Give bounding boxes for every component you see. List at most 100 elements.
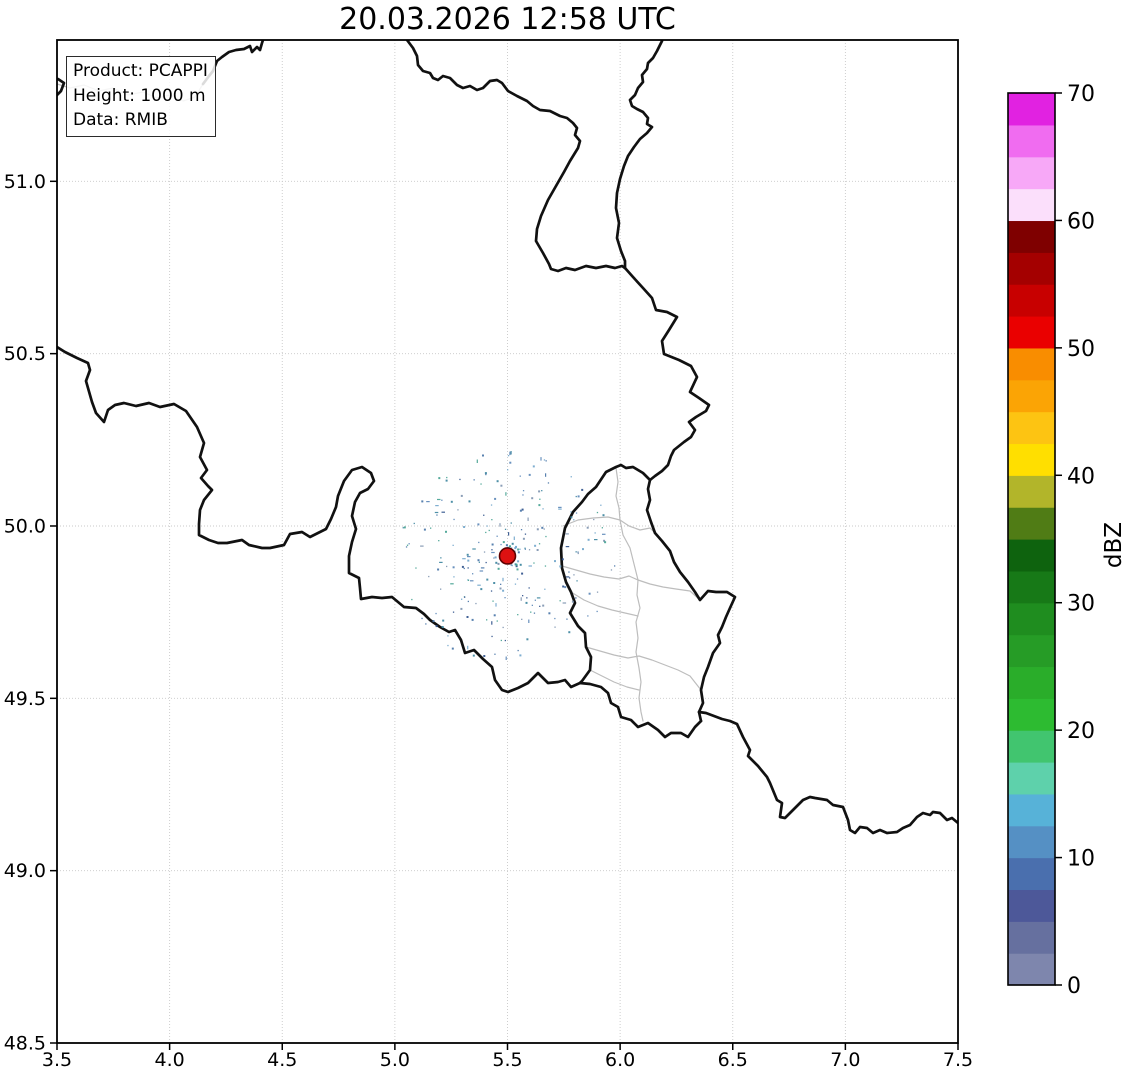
clutter-speckle xyxy=(450,500,453,503)
clutter-speckle xyxy=(539,498,541,500)
clutter-speckle xyxy=(491,519,493,521)
clutter-speckle xyxy=(504,597,506,599)
clutter-speckle xyxy=(519,509,522,512)
clutter-speckle xyxy=(493,557,495,559)
clutter-speckle xyxy=(504,528,507,530)
clutter-speckle xyxy=(492,600,494,602)
clutter-speckle xyxy=(516,578,519,580)
clutter-speckle xyxy=(445,530,447,533)
clutter-speckle xyxy=(509,545,511,548)
clutter-speckle xyxy=(437,498,441,501)
colorbar-outline xyxy=(1007,92,1056,986)
country-border-lines xyxy=(57,40,958,835)
clutter-speckle xyxy=(530,611,532,613)
clutter-speckle xyxy=(466,553,469,556)
region-line-lux-canton-3 xyxy=(561,565,639,581)
colorbar-tick-label: 10 xyxy=(1067,847,1095,872)
clutter-speckle xyxy=(519,475,521,477)
clutter-speckle xyxy=(502,626,504,629)
clutter-speckle xyxy=(435,625,438,628)
clutter-speckle xyxy=(470,580,474,582)
colorbar-segment xyxy=(1008,666,1055,699)
colorbar-segment xyxy=(1008,124,1055,158)
clutter-speckle xyxy=(480,483,482,485)
clutter-speckle xyxy=(494,497,497,500)
clutter-speckle xyxy=(452,544,454,546)
clutter-speckle xyxy=(440,588,442,590)
clutter-speckle xyxy=(437,568,440,571)
clutter-speckle xyxy=(519,548,521,550)
clutter-speckle xyxy=(570,511,572,513)
clutter-speckle xyxy=(542,508,544,510)
clutter-speckle xyxy=(513,536,515,540)
colorbar-segment xyxy=(1008,953,1055,986)
clutter-speckle xyxy=(483,514,485,516)
clutter-speckle xyxy=(561,558,564,561)
country-border-france-belgium xyxy=(57,345,582,694)
clutter-speckle xyxy=(575,551,577,553)
clutter-speckle xyxy=(528,473,531,476)
clutter-speckle xyxy=(420,545,424,547)
clutter-speckle xyxy=(573,574,575,576)
clutter-speckle xyxy=(533,612,536,614)
clutter-speckle xyxy=(517,551,520,554)
clutter-speckle xyxy=(502,589,505,592)
clutter-speckle xyxy=(496,480,499,483)
clutter-speckle xyxy=(468,500,471,503)
clutter-speckle xyxy=(462,558,466,560)
clutter-speckle xyxy=(439,561,443,563)
clutter-speckle xyxy=(463,526,466,528)
clutter-speckle xyxy=(521,572,524,575)
colorbar-tick-label: 20 xyxy=(1067,719,1095,744)
clutter-speckle xyxy=(554,560,556,563)
clutter-speckle xyxy=(527,517,529,521)
clutter-speckle xyxy=(494,556,497,559)
region-line-lux-canton-6 xyxy=(570,591,639,617)
colorbar-segment xyxy=(1008,857,1055,891)
clutter-speckle xyxy=(545,460,547,462)
x-tick-label: 6.5 xyxy=(718,1049,748,1071)
clutter-speckle xyxy=(544,588,546,590)
clutter-speckle xyxy=(524,548,526,550)
clutter-speckle xyxy=(577,551,579,553)
colorbar-tick-label: 0 xyxy=(1067,974,1081,999)
country-border-belgium-luxembourg xyxy=(559,463,652,685)
region-border-lines xyxy=(57,83,702,722)
clutter-speckle xyxy=(483,655,486,657)
clutter-speckle xyxy=(519,654,522,657)
clutter-speckle xyxy=(482,454,484,457)
clutter-speckle xyxy=(528,587,530,589)
clutter-speckle xyxy=(491,543,494,546)
colorbar-tick-label: 40 xyxy=(1067,464,1095,489)
colorbar-segment xyxy=(1008,347,1055,381)
clutter-speckle xyxy=(565,576,570,578)
clutter-speckle xyxy=(596,511,599,514)
colorbar-segment xyxy=(1008,93,1055,126)
clutter-speckle xyxy=(502,577,504,582)
clutter-speckle xyxy=(466,616,469,618)
clutter-speckle xyxy=(491,635,493,638)
clutter-speckle xyxy=(500,583,502,585)
colorbar-segment xyxy=(1008,762,1055,795)
clutter-speckle xyxy=(525,601,528,604)
colorbar-segment xyxy=(1008,379,1055,413)
clutter-speckle xyxy=(568,571,570,573)
radar-site-marker xyxy=(498,547,517,565)
clutter-speckle xyxy=(467,579,470,581)
clutter-speckle xyxy=(531,497,534,500)
colorbar-segment xyxy=(1008,443,1055,476)
region-line-lux-canton-2 xyxy=(619,519,639,581)
clutter-speckle xyxy=(558,508,562,510)
clutter-speckle xyxy=(472,573,474,575)
colorbar-segment xyxy=(1008,634,1055,668)
colorbar-segment xyxy=(1008,793,1055,827)
clutter-speckle xyxy=(441,499,443,501)
clutter-speckle xyxy=(573,519,575,521)
clutter-speckle xyxy=(499,523,501,527)
clutter-speckle xyxy=(541,490,543,492)
clutter-speckle xyxy=(485,561,487,564)
clutter-speckle xyxy=(577,495,580,498)
x-tick-label: 5.0 xyxy=(380,1049,410,1071)
clutter-speckle xyxy=(477,559,480,562)
